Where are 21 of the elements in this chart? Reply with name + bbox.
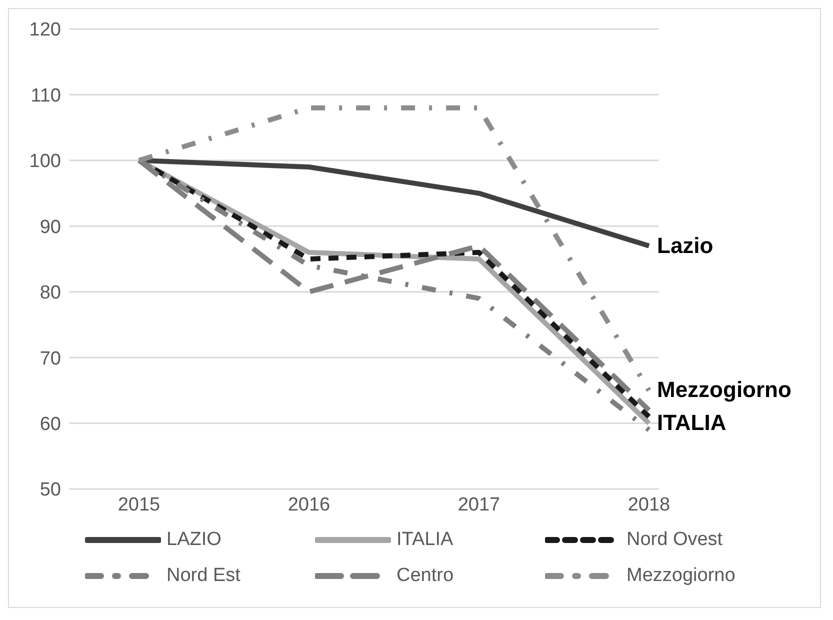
annotation: Mezzogiorno xyxy=(657,377,792,404)
legend-label: Nord Ovest xyxy=(626,529,723,551)
annotation: Lazio xyxy=(657,232,714,259)
y-tick-label: 120 xyxy=(29,20,61,41)
legend-label: LAZIO xyxy=(166,529,222,551)
x-tick-label: 2015 xyxy=(118,494,160,516)
legend-label: Nord Est xyxy=(166,565,240,587)
y-tick-label: 50 xyxy=(40,480,61,501)
y-tick-label: 110 xyxy=(30,85,61,106)
y-tick-label: 80 xyxy=(40,282,61,304)
y-tick-label: 100 xyxy=(29,151,61,172)
y-tick-label: 60 xyxy=(40,414,61,436)
legend-label: Mezzogiorno xyxy=(626,565,736,587)
legend-label: ITALIA xyxy=(396,529,454,551)
y-tick-label: 90 xyxy=(40,216,61,238)
y-tick-label: 70 xyxy=(40,348,61,370)
x-tick-label: 2017 xyxy=(458,494,500,516)
legend-label: Centro xyxy=(396,565,454,587)
x-tick-label: 2018 xyxy=(628,494,670,516)
x-tick-label: 2016 xyxy=(288,494,330,516)
annotation: ITALIA xyxy=(657,410,726,436)
